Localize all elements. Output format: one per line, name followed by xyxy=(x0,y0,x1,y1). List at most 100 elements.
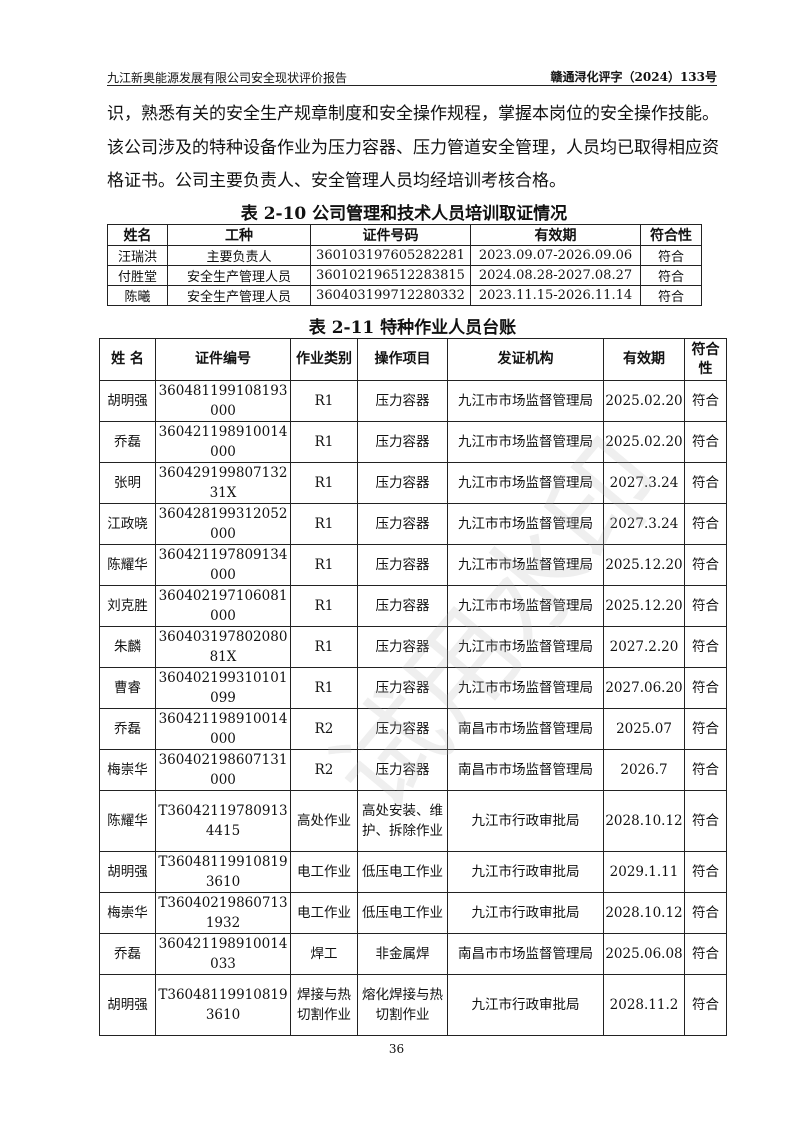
table-cell: 压力容器 xyxy=(357,503,448,545)
column-header: 符合性 xyxy=(640,224,702,246)
table-cell: 360402199310101099 xyxy=(155,667,291,709)
table-row: 曹睿 360402199310101099 R1 压力容器 九江市市场监督管理局 2027… xyxy=(99,667,727,709)
table-cell: 360421198910014000 xyxy=(155,421,291,463)
table-cell: 360102196512283815 xyxy=(310,265,471,286)
report-title: 九江新奥能源发展有限公司安全现状评价报告 xyxy=(107,71,348,85)
page-header: 九江新奥能源发展有限公司安全现状评价报告 赣通浔化评字（2024）133号 xyxy=(107,67,717,86)
table-row: 陈耀华 T360421197809134415 高处作业 高处安装、维护、拆除作业 九江… xyxy=(99,790,727,852)
table-cell: 压力容器 xyxy=(357,462,448,504)
table-cell: 360103197605282281 xyxy=(310,245,471,266)
table-cell: 符合 xyxy=(684,667,727,709)
table-cell: 2028.10.12 xyxy=(603,790,685,852)
table-cell: 焊接与热切割作业 xyxy=(290,974,358,1036)
table-cell: 刘克胜 xyxy=(99,585,156,627)
table-cell: R1 xyxy=(290,380,358,422)
table-row: 梅崇华 360402198607131000 R2 压力容器 南昌市市场监督管理局 202… xyxy=(99,749,727,791)
table-cell: 九江市行政审批局 xyxy=(447,851,604,893)
table-cell: R2 xyxy=(290,708,358,750)
table-cell: 符合 xyxy=(684,708,727,750)
table-cell: 乔磊 xyxy=(99,708,156,750)
table-cell: 2027.3.24 xyxy=(603,503,685,545)
table-cell: 九江市市场监督管理局 xyxy=(447,667,604,709)
table-cell: 2025.12.20 xyxy=(603,544,685,586)
table-cell: 符合 xyxy=(684,544,727,586)
table-cell: 高处安装、维护、拆除作业 xyxy=(357,790,448,852)
table-row: 刘克胜 360402197106081000 R1 压力容器 九江市市场监督管理局 202… xyxy=(99,585,727,627)
table-cell: 梅崇华 xyxy=(99,749,156,791)
table-cell: 2028.11.2 xyxy=(603,974,685,1036)
table-cell: 梅崇华 xyxy=(99,892,156,934)
table-cell: 熔化焊接与热切割作业 xyxy=(357,974,448,1036)
table-cell: 南昌市市场监督管理局 xyxy=(447,933,604,975)
table-cell: 电工作业 xyxy=(290,851,358,893)
page-number: 36 xyxy=(388,1042,405,1056)
table-row: 江政晓 360428199312052000 R1 压力容器 九江市市场监督管理局 202… xyxy=(99,503,727,545)
table-cell: T360481199108193610 xyxy=(155,974,291,1036)
table-cell: 2025.07 xyxy=(603,708,685,750)
table-cell: 2025.12.20 xyxy=(603,585,685,627)
training-certificate-table: 姓名 工种 证件号码 有效期 符合性 汪瑞洪 主要负责人 36010319760528228… xyxy=(107,224,702,306)
table-cell: 2027.2.20 xyxy=(603,626,685,668)
table-cell: 符合 xyxy=(640,265,702,286)
table-cell: 压力容器 xyxy=(357,544,448,586)
special-operations-ledger-table: 姓 名证件编号 作业类别 操作项目 发证机构 有效期 符合性 胡明强 36048119910… xyxy=(99,338,727,1036)
report-number: 赣通浔化评字（2024）133号 xyxy=(550,70,717,84)
table-cell: 符合 xyxy=(684,585,727,627)
table-cell: 张明 xyxy=(99,462,156,504)
table-cell: 九江市市场监督管理局 xyxy=(447,421,604,463)
table-cell: 符合 xyxy=(684,892,727,934)
table-cell: 2023.09.07-2026.09.06 xyxy=(470,245,641,266)
table-cell: 胡明强 xyxy=(99,380,156,422)
table-cell: 江政晓 xyxy=(99,503,156,545)
table-cell: 低压电工作业 xyxy=(357,892,448,934)
column-header: 发证机构 xyxy=(447,338,604,381)
table-cell: 压力容器 xyxy=(357,585,448,627)
table-cell: 九江市行政审批局 xyxy=(447,892,604,934)
table1-caption: 表 2-10 公司管理和技术人员培训取证情况 xyxy=(240,204,568,224)
table-cell: 2026.7 xyxy=(603,749,685,791)
table-cell: 符合 xyxy=(684,974,727,1036)
table-cell: 乔磊 xyxy=(99,933,156,975)
table-cell: R1 xyxy=(290,544,358,586)
table-cell: 九江市市场监督管理局 xyxy=(447,626,604,668)
table-cell: 南昌市市场监督管理局 xyxy=(447,749,604,791)
table-cell: 高处作业 xyxy=(290,790,358,852)
table-cell: 胡明强 xyxy=(99,851,156,893)
table-cell: R1 xyxy=(290,626,358,668)
table-cell: 付胜堂 xyxy=(107,265,168,286)
column-header: 有效期 xyxy=(603,338,685,381)
table-cell: 焊工 xyxy=(290,933,358,975)
table-cell: 九江市市场监督管理局 xyxy=(447,503,604,545)
table-cell: 压力容器 xyxy=(357,708,448,750)
table-cell: 低压电工作业 xyxy=(357,851,448,893)
table-row: 乔磊 360421198910014000 R2 压力容器 南昌市市场监督管理局 2025… xyxy=(99,708,727,750)
table-cell: T360421197809134415 xyxy=(155,790,291,852)
table-cell: 2029.1.11 xyxy=(603,851,685,893)
table-cell: 2025.02.20 xyxy=(603,380,685,422)
table-cell: 压力容器 xyxy=(357,421,448,463)
table-row: 乔磊 360421198910014000 R1 压力容器 九江市市场监督管理局 2025… xyxy=(99,421,727,463)
column-header: 操作项目 xyxy=(357,338,448,381)
table-cell: 压力容器 xyxy=(357,749,448,791)
table-cell: 主要负责人 xyxy=(167,245,311,266)
table-cell: R2 xyxy=(290,749,358,791)
table-cell: 符合 xyxy=(684,626,727,668)
table-cell: 360481199108193000 xyxy=(155,380,291,422)
column-header: 工种 xyxy=(167,224,311,246)
table-cell: 360421198910014000 xyxy=(155,708,291,750)
column-header: 姓名 xyxy=(107,224,168,246)
table-cell: 符合 xyxy=(684,933,727,975)
table-cell: T360402198607131932 xyxy=(155,892,291,934)
table-cell: 2028.10.12 xyxy=(603,892,685,934)
table-cell: 符合 xyxy=(640,285,702,306)
table-cell: 九江市市场监督管理局 xyxy=(447,462,604,504)
table-cell: 360428199312052000 xyxy=(155,503,291,545)
body-paragraph: 识，熟悉有关的安全生产规章制度和安全操作规程，掌握本岗位的安全操作技能。该公司涉… xyxy=(107,104,719,191)
table-row: 张明 36042919980713231X R1 压力容器 九江市市场监督管理局 2027… xyxy=(99,462,727,504)
table-row: 朱麟 36040319780208081X R1 压力容器 九江市市场监督管理局 2027… xyxy=(99,626,727,668)
table-cell: 符合 xyxy=(684,421,727,463)
table-cell: 360403199712280332 xyxy=(310,285,471,306)
table-cell: 符合 xyxy=(684,462,727,504)
table-row: 陈耀华 360421197809134000 R1 压力容器 九江市市场监督管理局 202… xyxy=(99,544,727,586)
table-cell: 九江市行政审批局 xyxy=(447,974,604,1036)
